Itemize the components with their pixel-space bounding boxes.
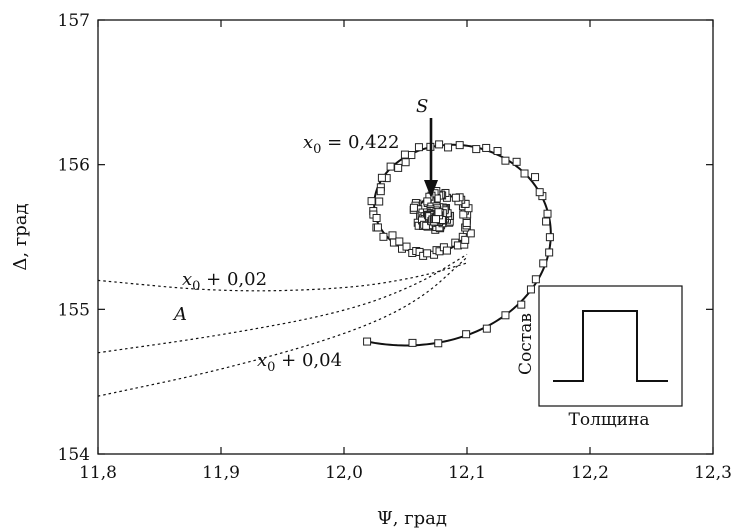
data-marker <box>518 301 525 308</box>
y-tick-label: 155 <box>58 300 90 320</box>
label-S: S <box>416 96 428 117</box>
y-tick-label: 156 <box>58 156 90 176</box>
data-marker <box>463 331 470 338</box>
data-marker <box>374 224 381 231</box>
y-tick-label: 157 <box>58 11 90 31</box>
data-marker <box>373 215 380 222</box>
data-marker <box>377 188 384 195</box>
data-marker <box>536 189 543 196</box>
data-marker <box>364 338 371 345</box>
data-marker <box>532 174 539 181</box>
x-axis-label: Ψ, град <box>377 508 447 529</box>
data-marker <box>409 339 416 346</box>
data-marker <box>401 151 408 158</box>
data-marker <box>462 236 469 243</box>
data-marker <box>435 340 442 347</box>
inset: Состав Толщина <box>516 286 682 430</box>
data-marker <box>424 250 431 257</box>
inset-y-label: Состав <box>516 313 536 375</box>
data-marker <box>376 198 383 205</box>
data-marker <box>380 233 387 240</box>
data-marker <box>445 144 452 151</box>
data-marker <box>402 159 409 166</box>
data-marker <box>389 232 396 239</box>
data-marker <box>502 312 509 319</box>
data-marker <box>543 218 550 225</box>
dotted-curve <box>98 254 467 352</box>
data-marker <box>368 198 375 205</box>
data-marker <box>410 204 417 211</box>
y-tick-label: 154 <box>58 445 90 465</box>
data-marker <box>456 142 463 149</box>
data-marker <box>387 163 394 170</box>
data-marker <box>527 286 534 293</box>
data-marker <box>395 164 402 171</box>
data-marker <box>396 238 403 245</box>
data-marker <box>436 141 443 148</box>
data-marker <box>546 234 553 241</box>
x-tick-label: 12,2 <box>571 463 609 483</box>
y-axis-label: Δ, град <box>10 203 31 270</box>
x-tick-label: 12,3 <box>694 463 732 483</box>
inset-x-label: Толщина <box>569 410 650 430</box>
x-tick-label: 12,0 <box>325 463 363 483</box>
data-marker <box>435 209 442 216</box>
x-tick-label: 12,1 <box>448 463 486 483</box>
data-marker <box>415 144 422 151</box>
inset-frame <box>539 286 682 406</box>
data-marker <box>513 158 520 165</box>
dotted-curve <box>98 263 467 291</box>
data-marker <box>483 144 490 151</box>
data-marker <box>473 146 480 153</box>
data-marker <box>494 148 501 155</box>
data-marker <box>433 216 440 223</box>
data-marker <box>532 276 539 283</box>
data-marker <box>443 247 450 254</box>
data-marker <box>452 194 459 201</box>
data-marker <box>544 210 551 217</box>
data-marker <box>546 249 553 256</box>
label-x0-plus-004: x0 + 0,04 <box>257 350 342 375</box>
x-tick-label: 11,9 <box>202 463 240 483</box>
data-marker <box>483 325 490 332</box>
data-marker <box>463 219 470 226</box>
label-A: A <box>172 304 187 325</box>
x-tick-label: 11,8 <box>79 463 117 483</box>
label-x0-main: x0 = 0,422 <box>303 132 400 157</box>
data-marker <box>378 174 385 181</box>
dotted-curves-layer <box>98 254 467 396</box>
data-marker <box>502 157 509 164</box>
data-marker <box>521 170 528 177</box>
data-marker <box>540 260 547 267</box>
